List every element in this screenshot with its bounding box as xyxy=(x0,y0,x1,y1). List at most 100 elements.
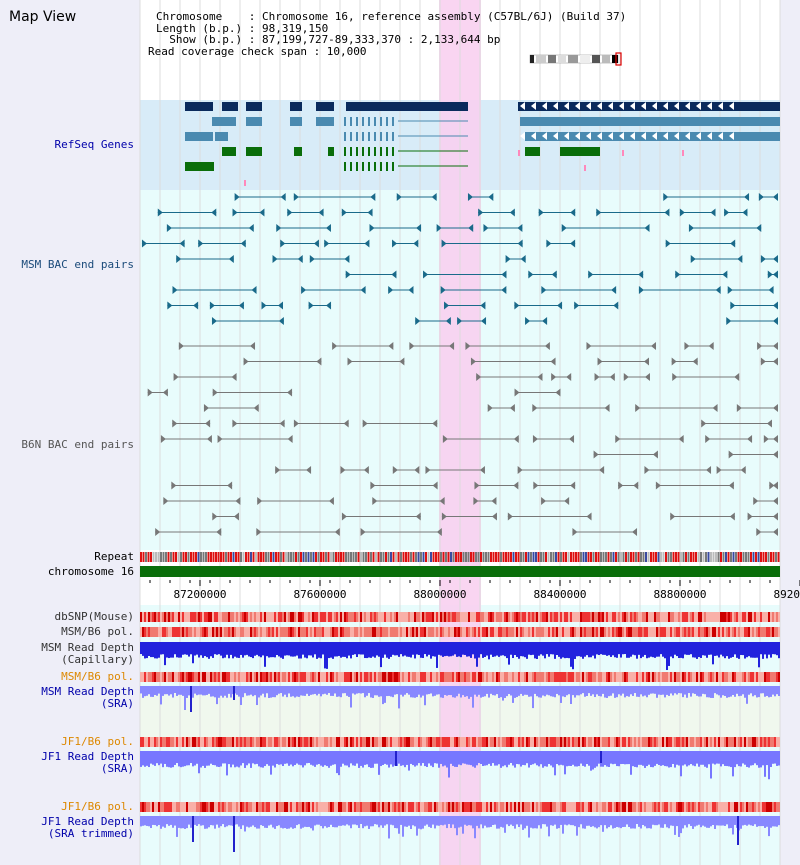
jf1-pol-cell xyxy=(378,737,380,747)
dbsnp-cell xyxy=(154,612,156,622)
msm-bac-pair-end xyxy=(388,286,394,294)
track-label-msm-pol2[interactable]: MSM/B6 pol. xyxy=(61,670,134,683)
jf1-depth-trim-bar xyxy=(562,816,564,834)
msm-pol2-cell xyxy=(318,672,320,682)
b6n-bac-pair-end xyxy=(257,497,263,505)
jf1-depth-sra-bar xyxy=(336,751,338,774)
msm-pol2-cell xyxy=(464,672,466,682)
msm-depth-cap-bar xyxy=(614,642,616,658)
msm-pol-cell xyxy=(386,627,388,637)
jf1-depth-sra-bar xyxy=(172,751,174,768)
dbsnp-cell xyxy=(694,612,696,622)
dbsnp-cell xyxy=(204,612,206,622)
jf1-pol-cell xyxy=(206,737,208,747)
strand-arrow xyxy=(553,132,558,140)
msm-pol2-cell xyxy=(168,672,170,682)
jf1-depth-trim-bar xyxy=(398,816,400,834)
msm-depth-sra-bar xyxy=(240,686,242,705)
jf1-depth-trim-bar xyxy=(406,816,408,827)
jf1-pol2-cell xyxy=(406,802,408,812)
msm-pol2-cell xyxy=(530,672,532,682)
msm-depth-cap-bar xyxy=(238,642,240,658)
msm-depth-sra-bar xyxy=(270,686,272,698)
jf1-depth-sra-bar xyxy=(232,751,234,765)
msm-pol2-cell xyxy=(740,672,742,682)
track-label-msm-depth-sra[interactable]: MSM Read Depth (SRA) xyxy=(41,686,134,710)
msm-pol-cell xyxy=(530,627,532,637)
msm-depth-sra-bar xyxy=(712,686,714,698)
msm-depth-cap-bar xyxy=(204,642,206,657)
msm-depth-cap-bar xyxy=(142,642,144,656)
msm-pol2-cell xyxy=(352,672,354,682)
jf1-depth-sra-bar xyxy=(408,751,410,771)
jf1-pol2-cell xyxy=(738,802,740,812)
track-label-chromosome[interactable]: chromosome 16 xyxy=(47,565,134,578)
track-label-msm-depth-cap[interactable]: MSM Read Depth (Capillary) xyxy=(41,642,134,666)
jf1-depth-sra-bar xyxy=(548,751,550,765)
dbsnp-cell xyxy=(166,612,168,622)
track-label-dbsnp[interactable]: dbSNP(Mouse) xyxy=(54,610,134,623)
repeat-mark xyxy=(750,552,752,562)
msm-depth-sra-bar xyxy=(532,686,534,709)
jf1-depth-sra-bar xyxy=(598,751,600,764)
jf1-pol2-cell xyxy=(328,802,330,812)
dbsnp-cell xyxy=(556,612,558,622)
track-label-jf1-pol2[interactable]: JF1/B6 pol. xyxy=(61,800,134,813)
track-label-refseq[interactable]: RefSeq Genes xyxy=(54,138,134,151)
msm-depth-sra-bar xyxy=(632,686,634,696)
track-label-jf1-depth-sra[interactable]: JF1 Read Depth (SRA) xyxy=(41,751,134,775)
repeat-mark xyxy=(272,552,275,562)
jf1-depth-sra-bar xyxy=(692,751,694,766)
track-label-jf1-depth-trim[interactable]: JF1 Read Depth (SRA trimmed) xyxy=(41,816,134,840)
jf1-depth-sra-bar xyxy=(410,751,412,764)
jf1-depth-sra-bar xyxy=(732,751,734,777)
dbsnp-cell xyxy=(370,612,372,622)
jf1-depth-trim-bar xyxy=(376,816,378,825)
msm-depth-cap-bar xyxy=(208,642,210,659)
jf1-depth-trim-bar xyxy=(732,816,734,835)
jf1-pol-cell xyxy=(184,737,186,747)
track-label-repeat[interactable]: Repeat xyxy=(94,550,134,563)
jf1-pol-cell xyxy=(142,737,144,747)
track-label-b6n-bac[interactable]: B6N BAC end pairs xyxy=(21,438,134,451)
msm-pol-cell xyxy=(734,627,736,637)
msm-pol2-cell xyxy=(216,672,218,682)
msm-pol-cell xyxy=(736,627,738,637)
jf1-pol-cell xyxy=(686,737,688,747)
jf1-depth-sra-bar xyxy=(378,751,380,775)
repeat-mark xyxy=(552,552,555,562)
gene-block xyxy=(290,102,302,111)
track-label-msm-bac[interactable]: MSM BAC end pairs xyxy=(21,258,134,271)
track-label-msm-pol[interactable]: MSM/B6 pol. xyxy=(61,625,134,638)
dbsnp-cell xyxy=(360,612,362,622)
dbsnp-cell xyxy=(262,612,264,622)
msm-pol-cell xyxy=(546,627,548,637)
jf1-pol2-cell xyxy=(688,802,690,812)
dbsnp-cell xyxy=(674,612,676,622)
track-label-jf1-pol[interactable]: JF1/B6 pol. xyxy=(61,735,134,748)
repeat-mark xyxy=(255,552,257,562)
msm-pol-cell xyxy=(522,627,524,637)
jf1-pol2-cell xyxy=(278,802,280,812)
b6n-bac-pair-end xyxy=(487,404,493,412)
msm-pol-cell xyxy=(202,627,204,637)
msm-pol-cell xyxy=(654,627,656,637)
jf1-depth-trim-bar xyxy=(150,816,152,829)
msm-pol-cell xyxy=(422,627,424,637)
jf1-pol2-cell xyxy=(722,802,724,812)
msm-pol-cell xyxy=(456,627,458,637)
msm-depth-cap-bar xyxy=(302,642,304,655)
jf1-depth-sra-bar xyxy=(744,751,746,765)
msm-pol-cell xyxy=(392,627,394,637)
jf1-pol-cell xyxy=(244,737,246,747)
msm-bac-pair-end xyxy=(520,255,526,263)
msm-pol-cell xyxy=(416,627,418,637)
msm-depth-cap-bar xyxy=(548,642,550,657)
msm-pol2-cell xyxy=(392,672,394,682)
msm-depth-sra-bar xyxy=(260,686,262,696)
dbsnp-cell xyxy=(454,612,456,622)
repeat-mark xyxy=(662,552,665,562)
msm-depth-sra-bar xyxy=(554,686,556,698)
